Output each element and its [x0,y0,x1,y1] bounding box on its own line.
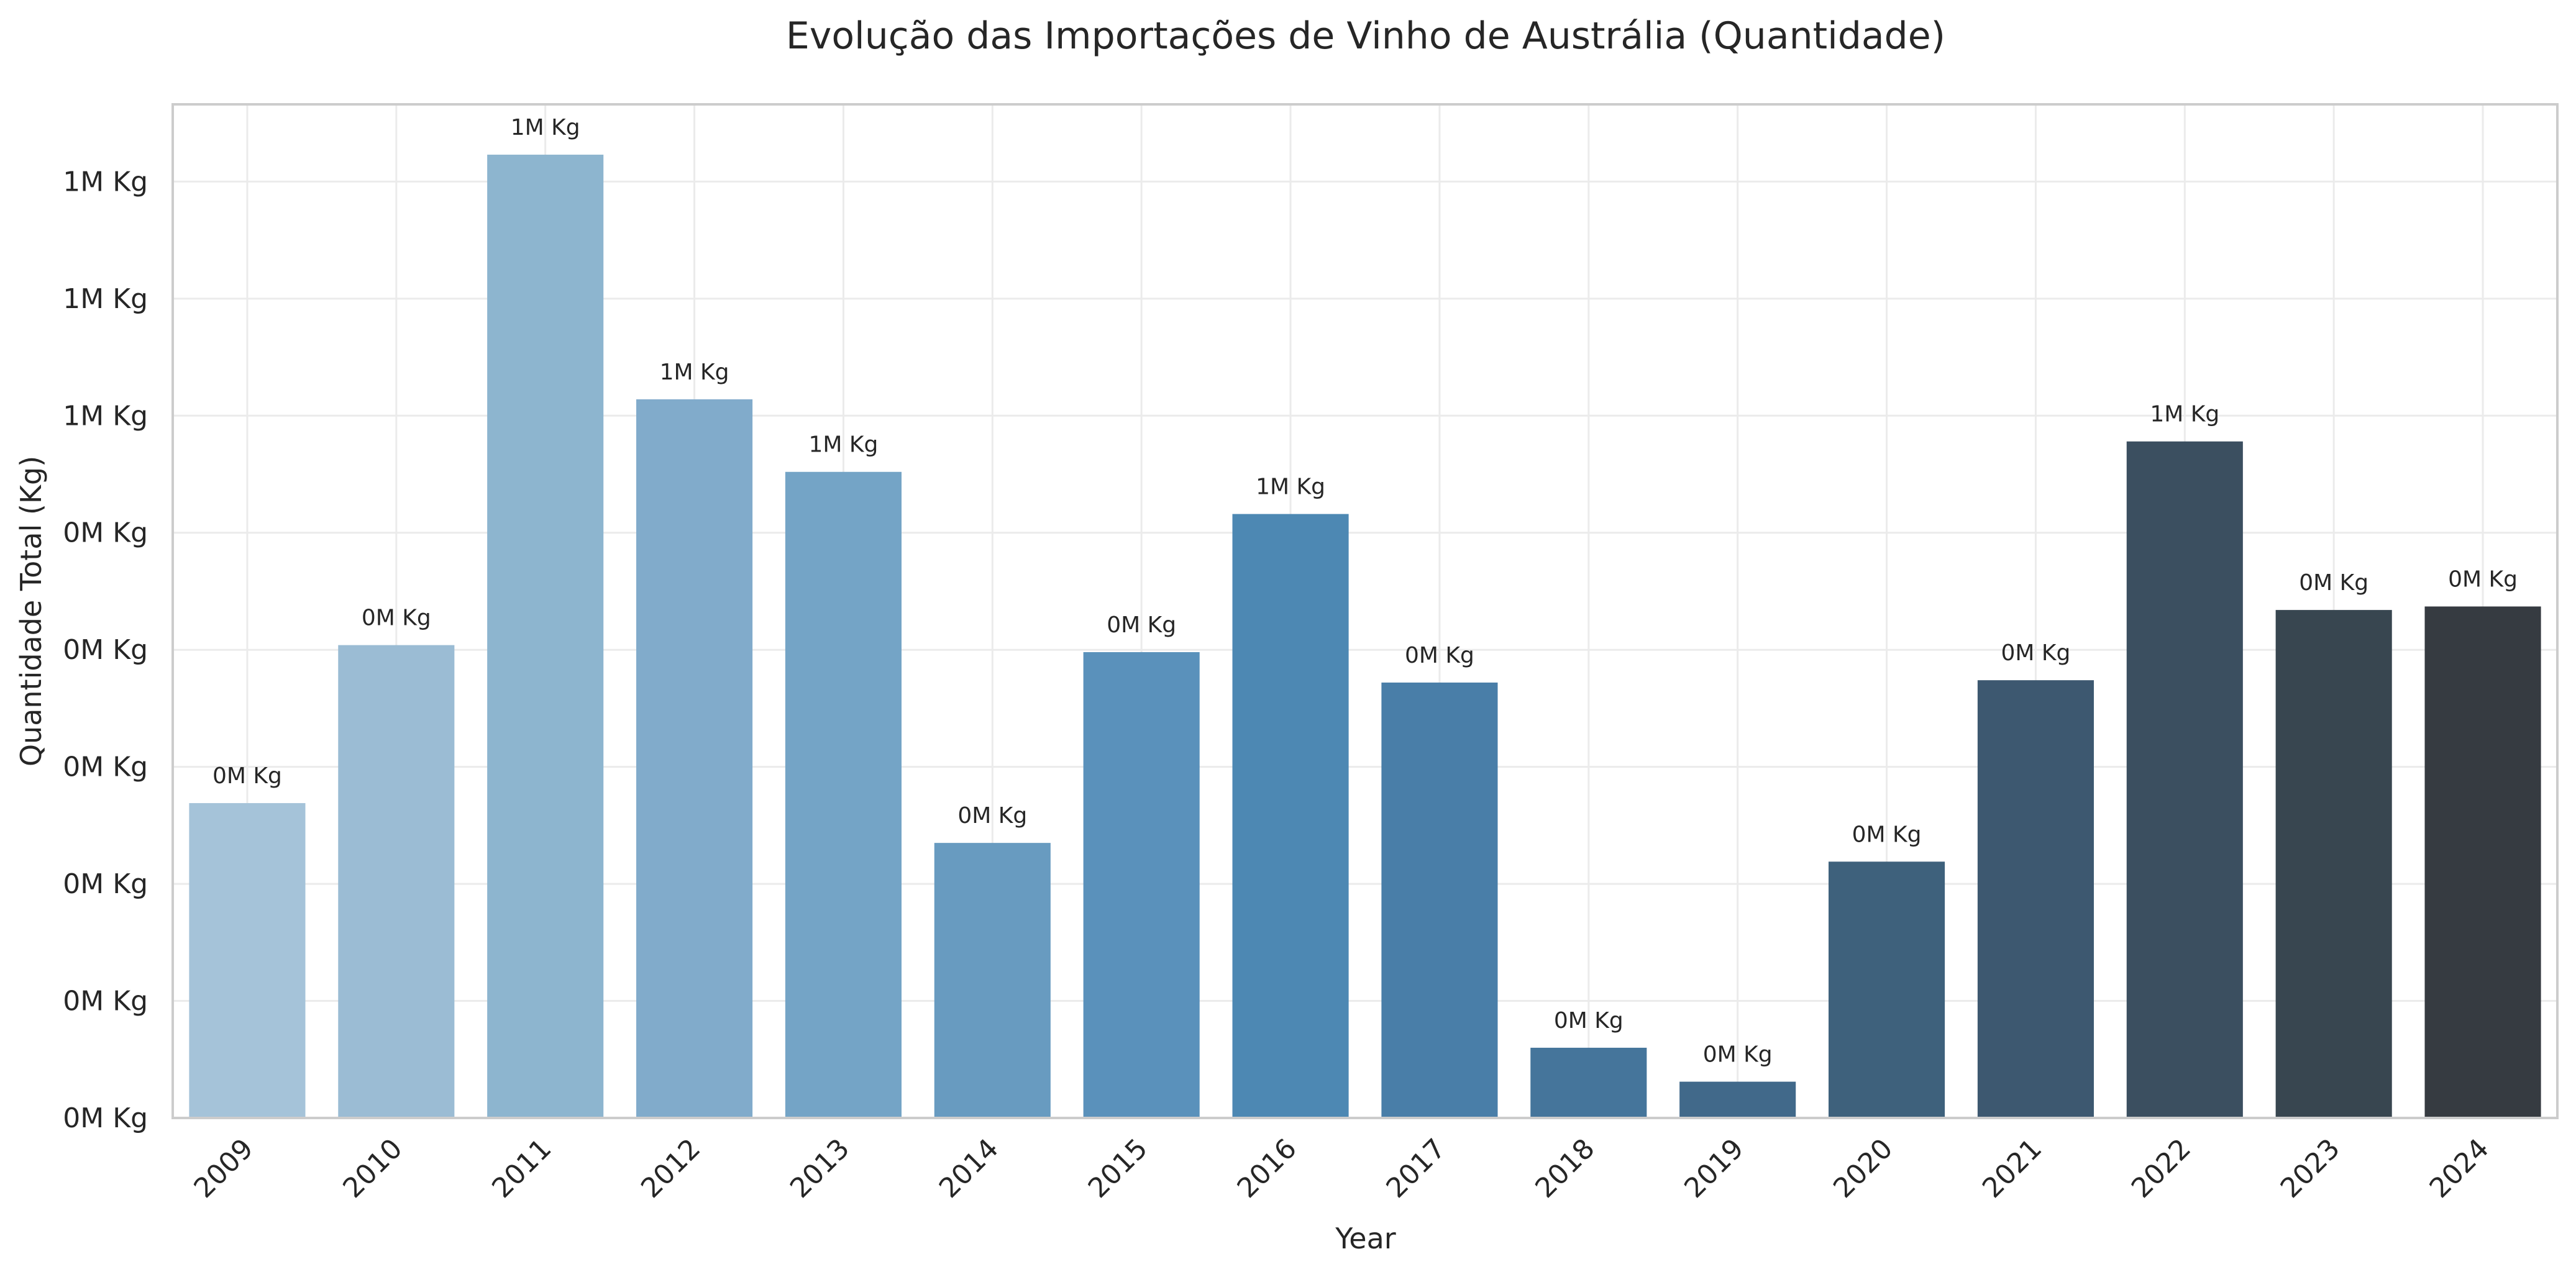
x-tick-label-2017: 2017 [1380,1133,1451,1204]
x-tick-label-2015: 2015 [1082,1133,1154,1204]
bar-2020 [1829,861,1945,1118]
y-tick-label: 1M Kg [63,400,148,432]
x-tick-label-2021: 2021 [1976,1133,2048,1204]
x-tick-label-2020: 2020 [1827,1133,1899,1204]
chart-title: Evolução das Importações de Vinho de Aus… [786,14,1945,58]
data-label-2014: 0M Kg [957,803,1027,829]
data-label-2023: 0M Kg [2299,570,2368,596]
x-tick-label-2012: 2012 [635,1133,706,1204]
bar-2024 [2424,606,2541,1118]
data-label-2021: 0M Kg [2001,640,2071,666]
y-tick-label: 0M Kg [63,986,148,1017]
bar-2016 [1232,514,1349,1118]
data-label-2009: 0M Kg [212,763,282,789]
data-label-2016: 1M Kg [1256,475,1325,500]
y-tick-label: 0M Kg [63,868,148,900]
bar-2014 [934,843,1051,1118]
x-axis-label: Year [1335,1222,1395,1255]
y-axis-ticks: 0M Kg 0M Kg 0M Kg 0M Kg 0M Kg 0M Kg 1M Kg 1M Kg… [63,166,148,1134]
bar-2019 [1679,1081,1796,1118]
y-tick-label: 1M Kg [63,166,148,198]
x-tick-label-2018: 2018 [1529,1133,1601,1204]
data-label-2019: 0M Kg [1703,1042,1773,1068]
x-axis-ticks: 2009 2010 2011 2012 2013 2014 2015 2016 2017 2018… [188,1133,2495,1204]
y-tick-label: 0M Kg [63,752,148,783]
x-tick-label-2023: 2023 [2275,1133,2346,1204]
bar-2017 [1381,682,1498,1118]
bar-2009 [189,803,306,1118]
y-axis-label: Quantidade Total (Kg) [14,456,48,766]
y-tick-label: 0M Kg [63,634,148,666]
bar-2011 [487,155,604,1118]
x-tick-label-2024: 2024 [2424,1133,2495,1204]
data-label-2011: 1M Kg [511,115,580,140]
bars [189,155,2541,1119]
x-tick-label-2013: 2013 [784,1133,856,1204]
data-label-2024: 0M Kg [2448,566,2518,592]
x-tick-label-2019: 2019 [1678,1133,1750,1204]
x-tick-label-2022: 2022 [2126,1133,2197,1204]
x-tick-label-2009: 2009 [188,1133,259,1204]
x-tick-label-2016: 2016 [1231,1133,1303,1204]
plot-frame [171,103,2559,1119]
y-tick-label: 0M Kg [63,517,148,549]
bar-2012 [636,399,753,1119]
data-label-2017: 0M Kg [1405,643,1474,668]
bar-2021 [1977,680,2094,1118]
y-tick-label: 1M Kg [63,283,148,315]
x-tick-label-2014: 2014 [933,1133,1005,1204]
bar-2010 [338,645,455,1118]
data-label-2010: 0M Kg [362,606,431,631]
data-label-2013: 1M Kg [809,432,879,458]
data-label-2022: 1M Kg [2150,402,2219,427]
data-label-2018: 0M Kg [1554,1008,1624,1034]
bar-2013 [785,471,902,1118]
y-tick-label: 0M Kg [63,1102,148,1134]
data-label-2015: 0M Kg [1107,612,1176,638]
bar-2015 [1083,652,1200,1118]
bar-2023 [2275,610,2392,1118]
x-tick-label-2010: 2010 [337,1133,408,1204]
bar-2018 [1530,1047,1647,1118]
x-tick-label-2011: 2011 [486,1133,557,1204]
bar-2022 [2126,441,2243,1118]
data-labels: 0M Kg 0M Kg 1M Kg 1M Kg 1M Kg 0M Kg 0M Kg 1M Kg… [212,115,2518,1068]
data-label-2020: 0M Kg [1852,822,1922,847]
data-label-2012: 1M Kg [660,360,729,385]
